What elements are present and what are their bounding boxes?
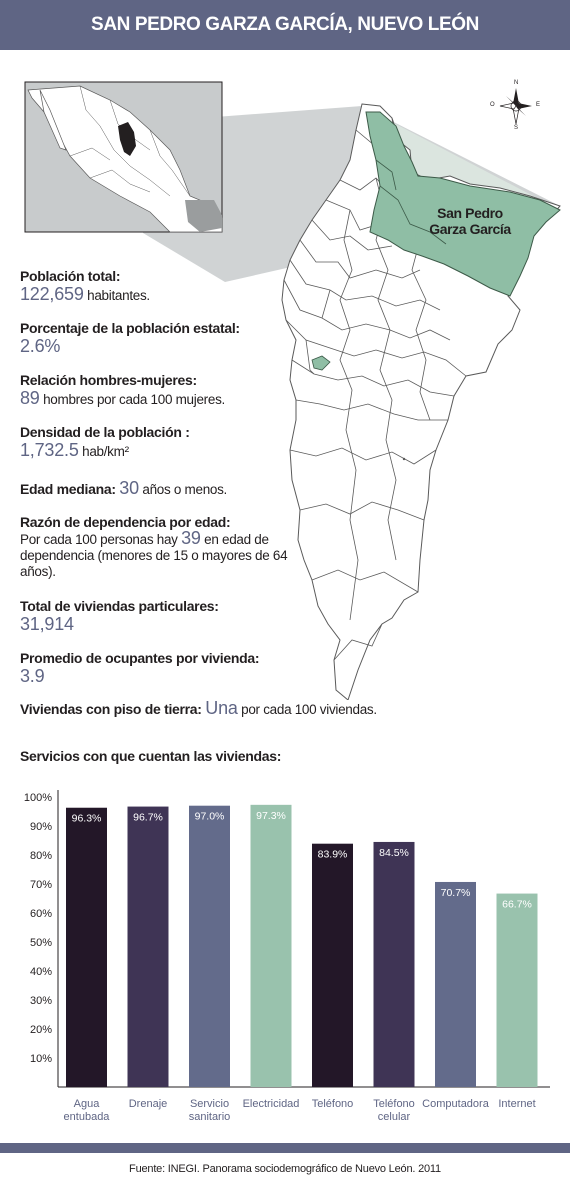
x-tick-label: Internet [498,1098,535,1110]
stat-value: 30 [119,478,139,498]
stat-label: Población total: [20,268,121,284]
bar [435,881,476,1087]
bar-value-label: 96.7% [133,812,163,824]
y-tick-label: 50% [30,937,52,949]
stat-text: hombres por cada 100 mujeres. [39,392,225,407]
highlighted-inner-lines [375,159,447,245]
compass-o: O [490,102,495,108]
stat-label: Promedio de ocupantes por vivienda: [20,650,260,666]
municipality-map [24,81,561,700]
y-tick-label: 100% [24,792,52,804]
compass-n: N [514,80,519,86]
compass-rose: N S E O [490,80,542,132]
bar-value-label: 97.3% [256,810,286,822]
x-tick-label: Teléfono celular [373,1098,415,1120]
x-tick-label: Computadora [422,1098,490,1110]
stat-unit: hab/km² [78,444,129,459]
stat-value: 39 [181,528,201,548]
stat-edad: Edad mediana: 30 años o menos. [20,478,320,499]
stat-value: 2.6% [20,336,61,356]
stat-viviendas: Total de viviendas particulares: 31,914 [20,598,320,635]
y-tick-label: 90% [30,821,52,833]
x-tick-label: Teléfono [312,1098,354,1110]
stat-value: 89 [20,388,40,408]
bar [250,804,292,1087]
baja-outline [39,89,67,151]
stat-text: años o menos. [138,482,228,497]
compass-icon [499,88,532,125]
stat-label: Razón de dependencia por edad: [20,514,231,530]
stat-value: 31,914 [20,614,74,634]
map-label: San Pedro Garza García [420,205,520,237]
stat-value: Una [205,698,238,718]
highlighted-municipality-small [311,355,331,371]
stat-text: por cada 100 viviendas. [237,702,377,717]
map-dot [402,457,406,461]
locator-nuevo-leon [118,122,136,156]
y-tick-label: 30% [30,995,52,1007]
map-label-line2: Garza García [429,221,511,237]
x-tick-label: Electricidad [243,1098,300,1110]
stat-relacion: Relación hombres-mujeres: 89 hombres por… [20,372,320,409]
stat-text-after: en edad de dependencia (menores de 15 o … [20,532,288,579]
y-tick-label: 60% [30,908,52,920]
stat-value: 1,732.5 [20,440,79,460]
y-tick-label: 40% [30,966,52,978]
bar [312,843,353,1087]
bar-value-label: 84.5% [379,847,409,859]
stat-label: Densidad de la población : [20,424,190,440]
footer-bar [0,1143,570,1153]
y-tick-label: 10% [30,1053,52,1065]
bar [496,893,538,1087]
y-tick-label: 80% [30,850,52,862]
stat-value: 3.9 [20,666,45,686]
stat-label: Total de viviendas particulares: [20,598,219,614]
stat-ocupantes: Promedio de ocupantes por vivienda: 3.9 [20,650,320,687]
stat-label: Porcentaje de la población estatal: [20,320,240,336]
stat-unit: habitantes. [83,288,150,303]
stat-porcentaje: Porcentaje de la población estatal: 2.6% [20,320,320,357]
services-title: Servicios con que cuentan las viviendas: [20,748,282,764]
highlighted-municipality-zoom [365,111,561,297]
stat-densidad: Densidad de la población : 1,732.5 hab/k… [20,424,320,461]
bar [127,806,169,1087]
stat-value: 122,659 [20,284,84,304]
bar [189,805,230,1087]
bar-value-label: 97.0% [195,811,225,823]
bar [373,841,415,1087]
stat-label: Relación hombres-mujeres: [20,372,197,388]
stat-poblacion: Población total: 122,659 habitantes. [20,268,320,305]
bar-value-label: 83.9% [318,849,348,861]
x-tick-label: Servicio sanitario [189,1098,231,1120]
map-label-line1: San Pedro [437,205,503,221]
stat-label: Edad mediana: [20,481,120,497]
header-bar: SAN PEDRO GARZA GARCÍA, NUEVO LEÓN [0,0,570,50]
stat-piso: Viviendas con piso de tierra: Una por ca… [20,698,400,719]
y-tick-label: 20% [30,1024,52,1036]
mexico-state-lines [69,85,191,197]
stat-text: Por cada 100 personas hay 39 en edad de … [20,528,320,580]
page-title: SAN PEDRO GARZA GARCÍA, NUEVO LEÓN [91,14,479,35]
stat-label: Viviendas con piso de tierra: [20,701,206,717]
x-tick-label: Agua entubada [64,1098,111,1120]
stat-dependencia: Razón de dependencia por edad: Por cada … [20,514,320,580]
bar-value-label: 96.3% [72,813,102,825]
bar [66,807,107,1087]
locator-gulf-region [185,200,222,232]
x-tick-label: Drenaje [129,1098,168,1110]
compass-s: S [514,125,519,131]
y-tick-label: 70% [30,879,52,891]
compass-e: E [536,102,541,108]
stat-text-before: Por cada 100 personas hay [20,532,182,547]
bar-value-label: 66.7% [502,899,532,911]
footer-source: Fuente: INEGI. Panorama sociodemográfico… [129,1163,441,1175]
bar-value-label: 70.7% [441,887,471,899]
services-bar-chart: 10% 20% 30% 40% 50% 60% 70% 80% 90% 100% 96.3% Agua… [24,790,550,1120]
